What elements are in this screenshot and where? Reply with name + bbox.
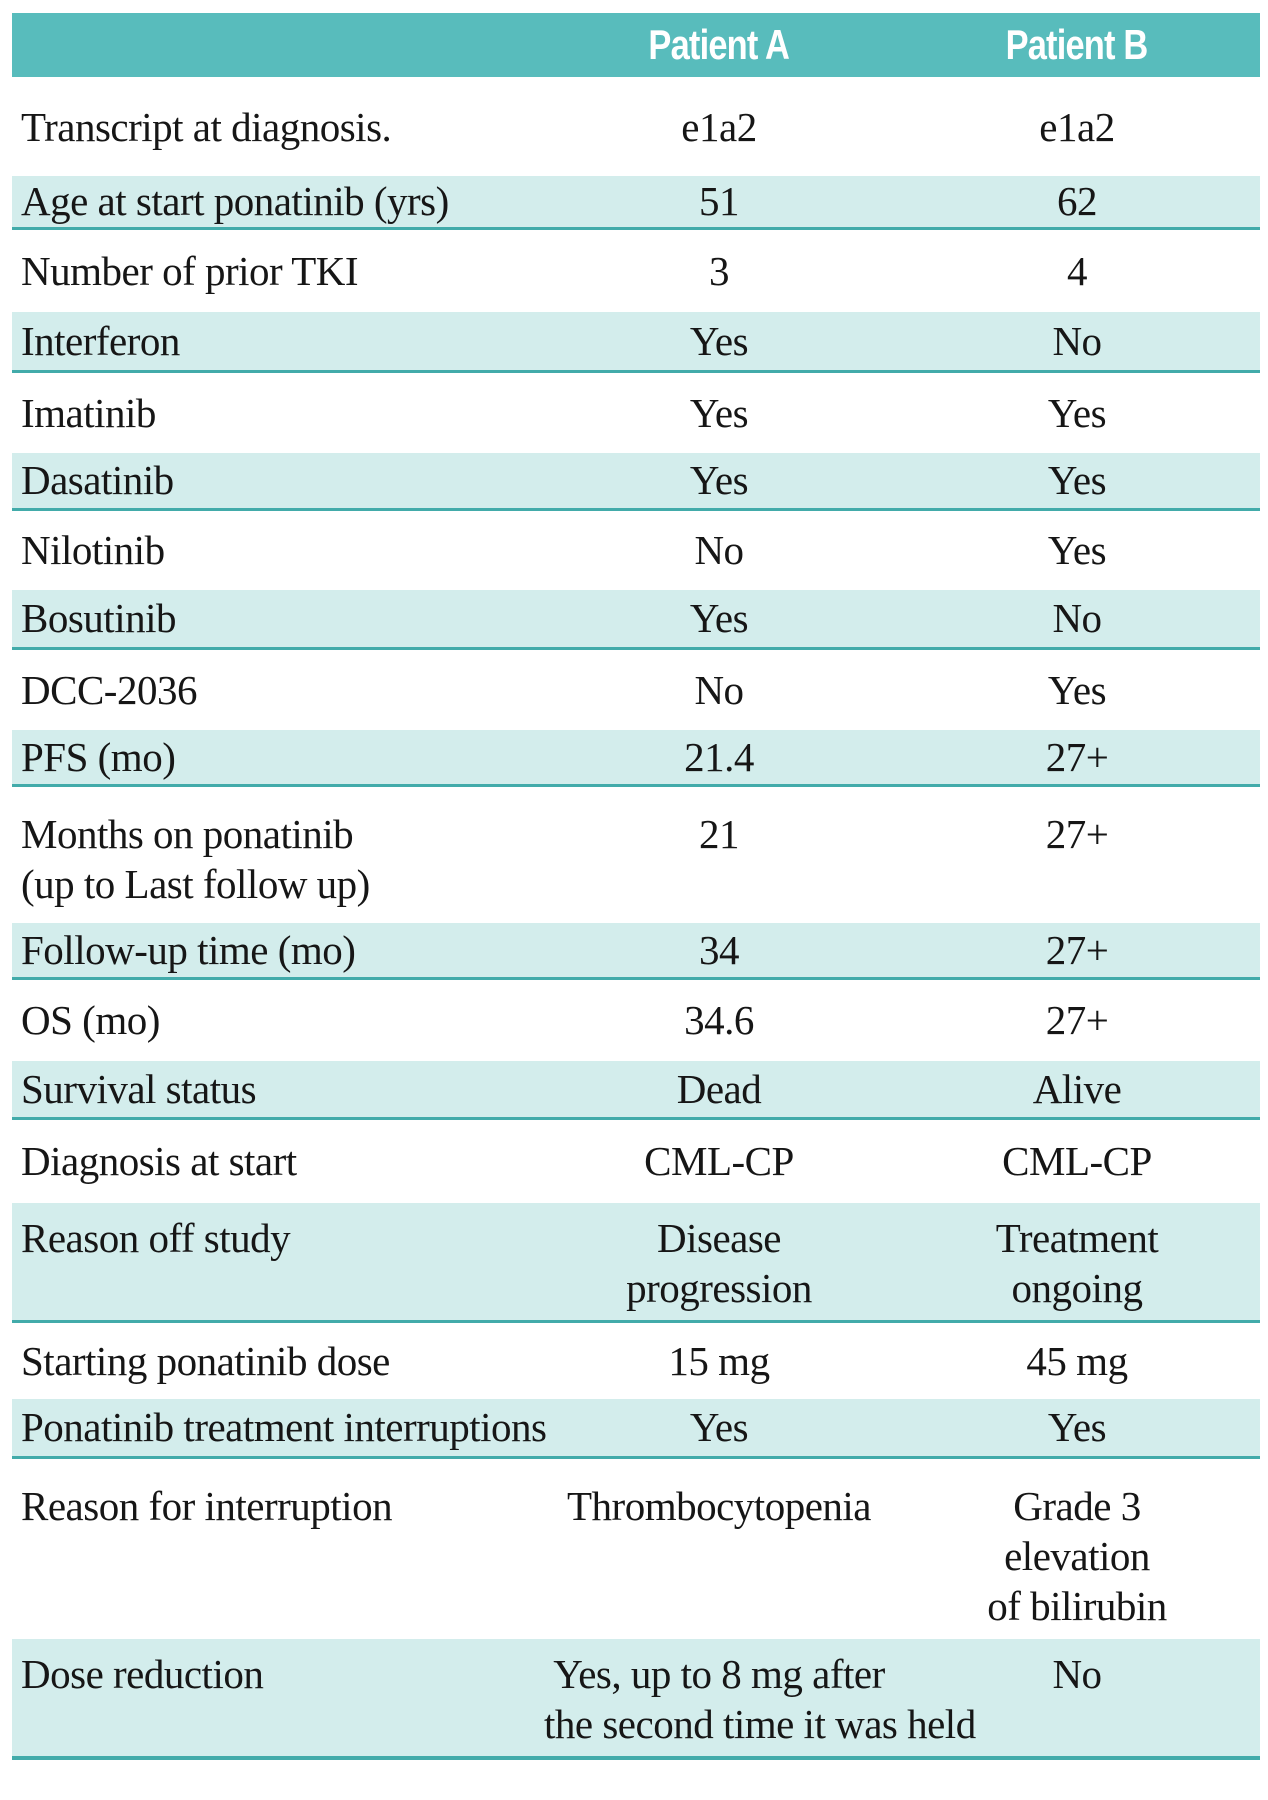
patient-b-value-cell: 27+	[894, 923, 1260, 980]
row-label-cell: Ponatinib treatment interruptions	[12, 1399, 547, 1459]
row-label-cell: Dasatinib	[12, 453, 544, 511]
patient-b-value-cell: Grade 3 elevation of bilirubin	[987, 1482, 1167, 1629]
patient-b-value-cell: CML-CP	[1002, 1138, 1152, 1185]
row-label-cell: Bosutinib	[12, 590, 544, 650]
patient-a-value-cell: e1a2	[681, 103, 757, 150]
patient-a-value-cell: 3	[709, 247, 730, 294]
header-row: Patient A Patient B	[12, 13, 1260, 77]
patient-a-value-cell: Yes	[544, 590, 894, 650]
table-row: Imatinib Yes Yes	[12, 371, 1260, 453]
patient-a-value-cell: 34	[544, 923, 894, 980]
row-label-cell: Diagnosis at start	[21, 1138, 297, 1185]
patient-a-value-cell: 34.6	[684, 997, 754, 1044]
patient-b-value-cell: e1a2	[1039, 103, 1115, 150]
patient-b-header-label: Patient B	[1006, 21, 1149, 68]
patient-b-value-cell: Treatment ongoing	[894, 1203, 1260, 1323]
table-row: Interferon Yes No	[12, 312, 1260, 373]
row-label-cell: OS (mo)	[21, 997, 160, 1044]
table-row: Ponatinib treatment interruptions Yes Yes	[12, 1399, 1260, 1459]
header-empty-cell	[12, 13, 544, 77]
row-label-cell: Imatinib	[21, 389, 156, 436]
table-row: Starting ponatinib dose 15 mg 45 mg	[12, 1321, 1260, 1399]
table-row: Dose reduction Yes, up to 8 mg after the …	[12, 1639, 1260, 1760]
row-label-cell: Follow-up time (mo)	[12, 923, 544, 980]
patient-b-value-cell: 27+	[894, 730, 1260, 787]
row-label-cell: DCC-2036	[21, 666, 197, 713]
patient-b-value-cell: 27+	[1045, 997, 1109, 1044]
table-row: Transcript at diagnosis. e1a2 e1a2	[12, 77, 1260, 176]
row-label-cell: Reason off study	[12, 1203, 544, 1323]
patient-b-value-cell: Yes	[894, 453, 1260, 511]
table-row: Survival status Dead Alive	[12, 1061, 1260, 1120]
patient-a-value-cell: Thrombocytopenia	[567, 1482, 871, 1529]
patient-b-value-cell: 62	[894, 176, 1260, 230]
header-patient-a-cell: Patient A	[544, 13, 894, 77]
patient-b-value-cell: 27+	[1045, 810, 1109, 857]
table-row: Bosutinib Yes No	[12, 590, 1260, 650]
patient-a-value-cell: No	[694, 666, 744, 713]
patient-a-value-cell: Yes	[689, 389, 749, 436]
patient-a-value-cell: Yes	[544, 453, 894, 511]
row-label-cell: Interferon	[12, 312, 544, 373]
header-patient-b-cell: Patient B	[894, 13, 1260, 77]
row-label-cell: Starting ponatinib dose	[21, 1337, 390, 1384]
patient-comparison-table: Patient A Patient B Transcript at diagno…	[12, 13, 1260, 1760]
patient-a-value-cell: CML-CP	[644, 1138, 794, 1185]
row-label-cell: Transcript at diagnosis.	[21, 103, 392, 150]
patient-b-value-cell: 4	[1067, 247, 1088, 294]
patient-a-header-label: Patient A	[648, 21, 790, 68]
patient-a-value-cell: 21.4	[544, 730, 894, 787]
row-label-cell: Number of prior TKI	[21, 247, 359, 294]
table-row: Months on ponatinib (up to Last follow u…	[12, 785, 1260, 923]
row-label-cell: Reason for interruption	[21, 1482, 393, 1529]
table-row: Nilotinib No Yes	[12, 509, 1260, 590]
patient-b-value-cell: Alive	[894, 1061, 1260, 1120]
patient-a-value-cell: Yes, up to 8 mg after the second time it…	[544, 1639, 976, 1760]
table-row: Number of prior TKI 3 4	[12, 228, 1260, 312]
table-row: Reason for interruption Thrombocytopenia G…	[12, 1457, 1260, 1639]
patient-a-value-cell: 21	[699, 810, 740, 857]
patient-b-value-cell: Yes	[1047, 389, 1107, 436]
table-row: Dasatinib Yes Yes	[12, 453, 1260, 511]
patient-b-value-cell: No	[894, 312, 1260, 373]
patient-b-value-cell: No	[894, 590, 1260, 650]
patient-a-value-cell: Yes	[544, 1399, 894, 1459]
patient-b-value-cell: Yes	[1047, 666, 1107, 713]
patient-a-value-cell: 15 mg	[668, 1337, 770, 1384]
table-row: DCC-2036 No Yes	[12, 648, 1260, 730]
table-body: Transcript at diagnosis. e1a2 e1a2 Age at s…	[12, 77, 1260, 1760]
table-row: Age at start ponatinib (yrs) 51 62	[12, 176, 1260, 230]
table-row: Follow-up time (mo) 34 27+	[12, 923, 1260, 980]
row-label-cell: Months on ponatinib (up to Last follow u…	[21, 810, 370, 907]
row-label-cell: Dose reduction	[12, 1639, 544, 1760]
row-label-cell: Nilotinib	[21, 527, 165, 574]
row-label-cell: Survival status	[12, 1061, 544, 1120]
patient-a-value-cell: 51	[544, 176, 894, 230]
patient-a-value-cell: Dead	[544, 1061, 894, 1120]
patient-b-value-cell: No	[894, 1639, 1260, 1760]
patient-a-value-cell: Yes	[544, 312, 894, 373]
patient-b-value-cell: Yes	[894, 1399, 1260, 1459]
patient-b-value-cell: 45 mg	[1026, 1337, 1128, 1384]
patient-a-value-cell: Disease progression	[544, 1203, 894, 1323]
table-row: OS (mo) 34.6 27+	[12, 978, 1260, 1061]
table-row: Diagnosis at start CML-CP CML-CP	[12, 1118, 1260, 1203]
patient-b-value-cell: Yes	[1047, 527, 1107, 574]
row-label-cell: Age at start ponatinib (yrs)	[12, 176, 544, 230]
table-row: Reason off study Disease progression Treat…	[12, 1203, 1260, 1323]
patient-a-value-cell: No	[694, 527, 744, 574]
row-label-cell: PFS (mo)	[12, 730, 544, 787]
table-row: PFS (mo) 21.4 27+	[12, 730, 1260, 787]
